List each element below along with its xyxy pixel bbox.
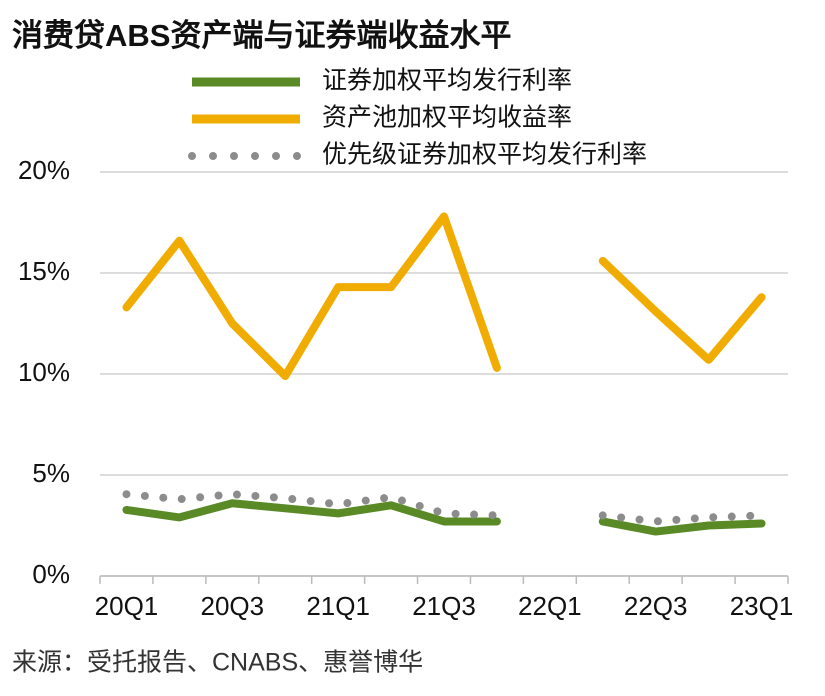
x-tick-label: 20Q3 bbox=[201, 591, 265, 621]
legend-label: 优先级证券加权平均发行利率 bbox=[322, 141, 647, 169]
x-tick-label: 23Q1 bbox=[730, 591, 794, 621]
y-tick-label: 15% bbox=[18, 256, 70, 286]
source-note: 来源：受托报告、CNABS、惠誉博华 bbox=[12, 649, 423, 677]
x-tick-label: 21Q1 bbox=[306, 591, 370, 621]
legend-label: 证券加权平均发行利率 bbox=[322, 67, 572, 95]
y-tick-label: 5% bbox=[32, 458, 70, 488]
y-tick-label: 20% bbox=[18, 155, 70, 185]
x-tick-label: 22Q1 bbox=[518, 591, 582, 621]
x-tick-label: 21Q3 bbox=[412, 591, 476, 621]
y-tick-label: 10% bbox=[18, 357, 70, 387]
x-tick-label: 22Q3 bbox=[624, 591, 688, 621]
legend-label: 资产池加权平均收益率 bbox=[322, 104, 572, 132]
y-tick-label: 0% bbox=[32, 559, 70, 589]
series-line bbox=[122, 212, 766, 381]
series-line bbox=[122, 490, 766, 526]
x-tick-label: 20Q1 bbox=[95, 591, 159, 621]
series-line bbox=[122, 499, 766, 536]
chart-title: 消费贷ABS资产端与证券端收益水平 bbox=[12, 18, 511, 53]
